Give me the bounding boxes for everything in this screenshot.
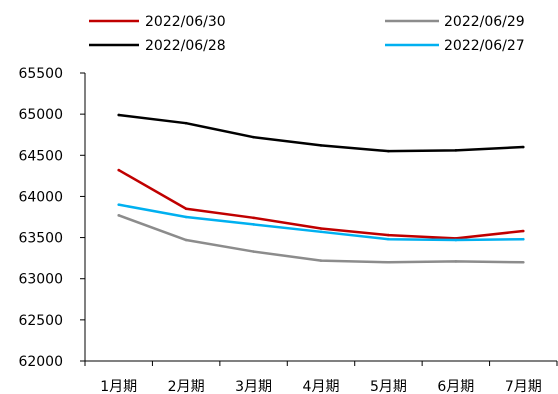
data-point (252, 250, 255, 253)
x-tick-label: 3月期 (235, 379, 272, 394)
data-point (252, 135, 255, 139)
legend: 2022/06/30 2022/06/29 2022/06/28 2022/06/27 (89, 14, 525, 54)
data-point (117, 113, 121, 117)
legend-label: 2022/06/30 (145, 14, 226, 30)
x-tick-label: 2月期 (168, 379, 205, 394)
data-point (319, 259, 323, 262)
legend-label: 2022/06/27 (444, 38, 525, 54)
data-point (454, 260, 458, 263)
data-point (184, 207, 188, 211)
x-tick-label: 1月期 (100, 379, 137, 394)
legend-label: 2022/06/28 (145, 38, 226, 54)
data-point (521, 229, 525, 233)
y-tick-label: 64500 (18, 148, 63, 164)
data-point (184, 238, 188, 242)
y-tick-label: 62500 (18, 313, 63, 329)
data-point (521, 237, 525, 241)
data-point (319, 230, 323, 234)
data-point (387, 233, 390, 237)
data-point (184, 215, 188, 219)
y-tick-label: 64000 (18, 189, 63, 205)
data-point (184, 121, 188, 125)
y-tick-label: 63500 (18, 231, 63, 247)
data-point (117, 168, 121, 172)
y-tick-label: 62000 (18, 354, 63, 370)
legend-label: 2022/06/29 (444, 14, 525, 30)
y-axis: 62000 62500 63000 63500 64000 64500 65000 65500 (18, 66, 86, 370)
data-point (521, 260, 525, 264)
series-lines (117, 113, 525, 264)
data-point (387, 237, 390, 241)
x-tick-label: 6月期 (437, 379, 474, 394)
data-point (252, 223, 255, 226)
data-point (117, 203, 121, 206)
y-tick-label: 65500 (18, 66, 63, 82)
data-point (387, 149, 390, 153)
data-point (454, 149, 458, 152)
x-tick-label: 4月期 (303, 379, 340, 394)
x-tick-label: 7月期 (505, 379, 542, 394)
data-point (319, 227, 323, 230)
series-line-2022/06/27 (118, 203, 524, 242)
x-tick-label: 5月期 (370, 379, 407, 394)
data-point (521, 145, 525, 149)
data-point (252, 216, 255, 220)
data-point (117, 214, 121, 217)
data-point (319, 144, 323, 147)
y-tick-label: 63000 (18, 272, 63, 288)
x-axis: 1月期 2月期 3月期 4月期 5月期 6月期 7月期 (84, 360, 558, 394)
data-point (454, 238, 458, 242)
y-tick-label: 65000 (18, 107, 63, 123)
data-point (387, 260, 390, 264)
